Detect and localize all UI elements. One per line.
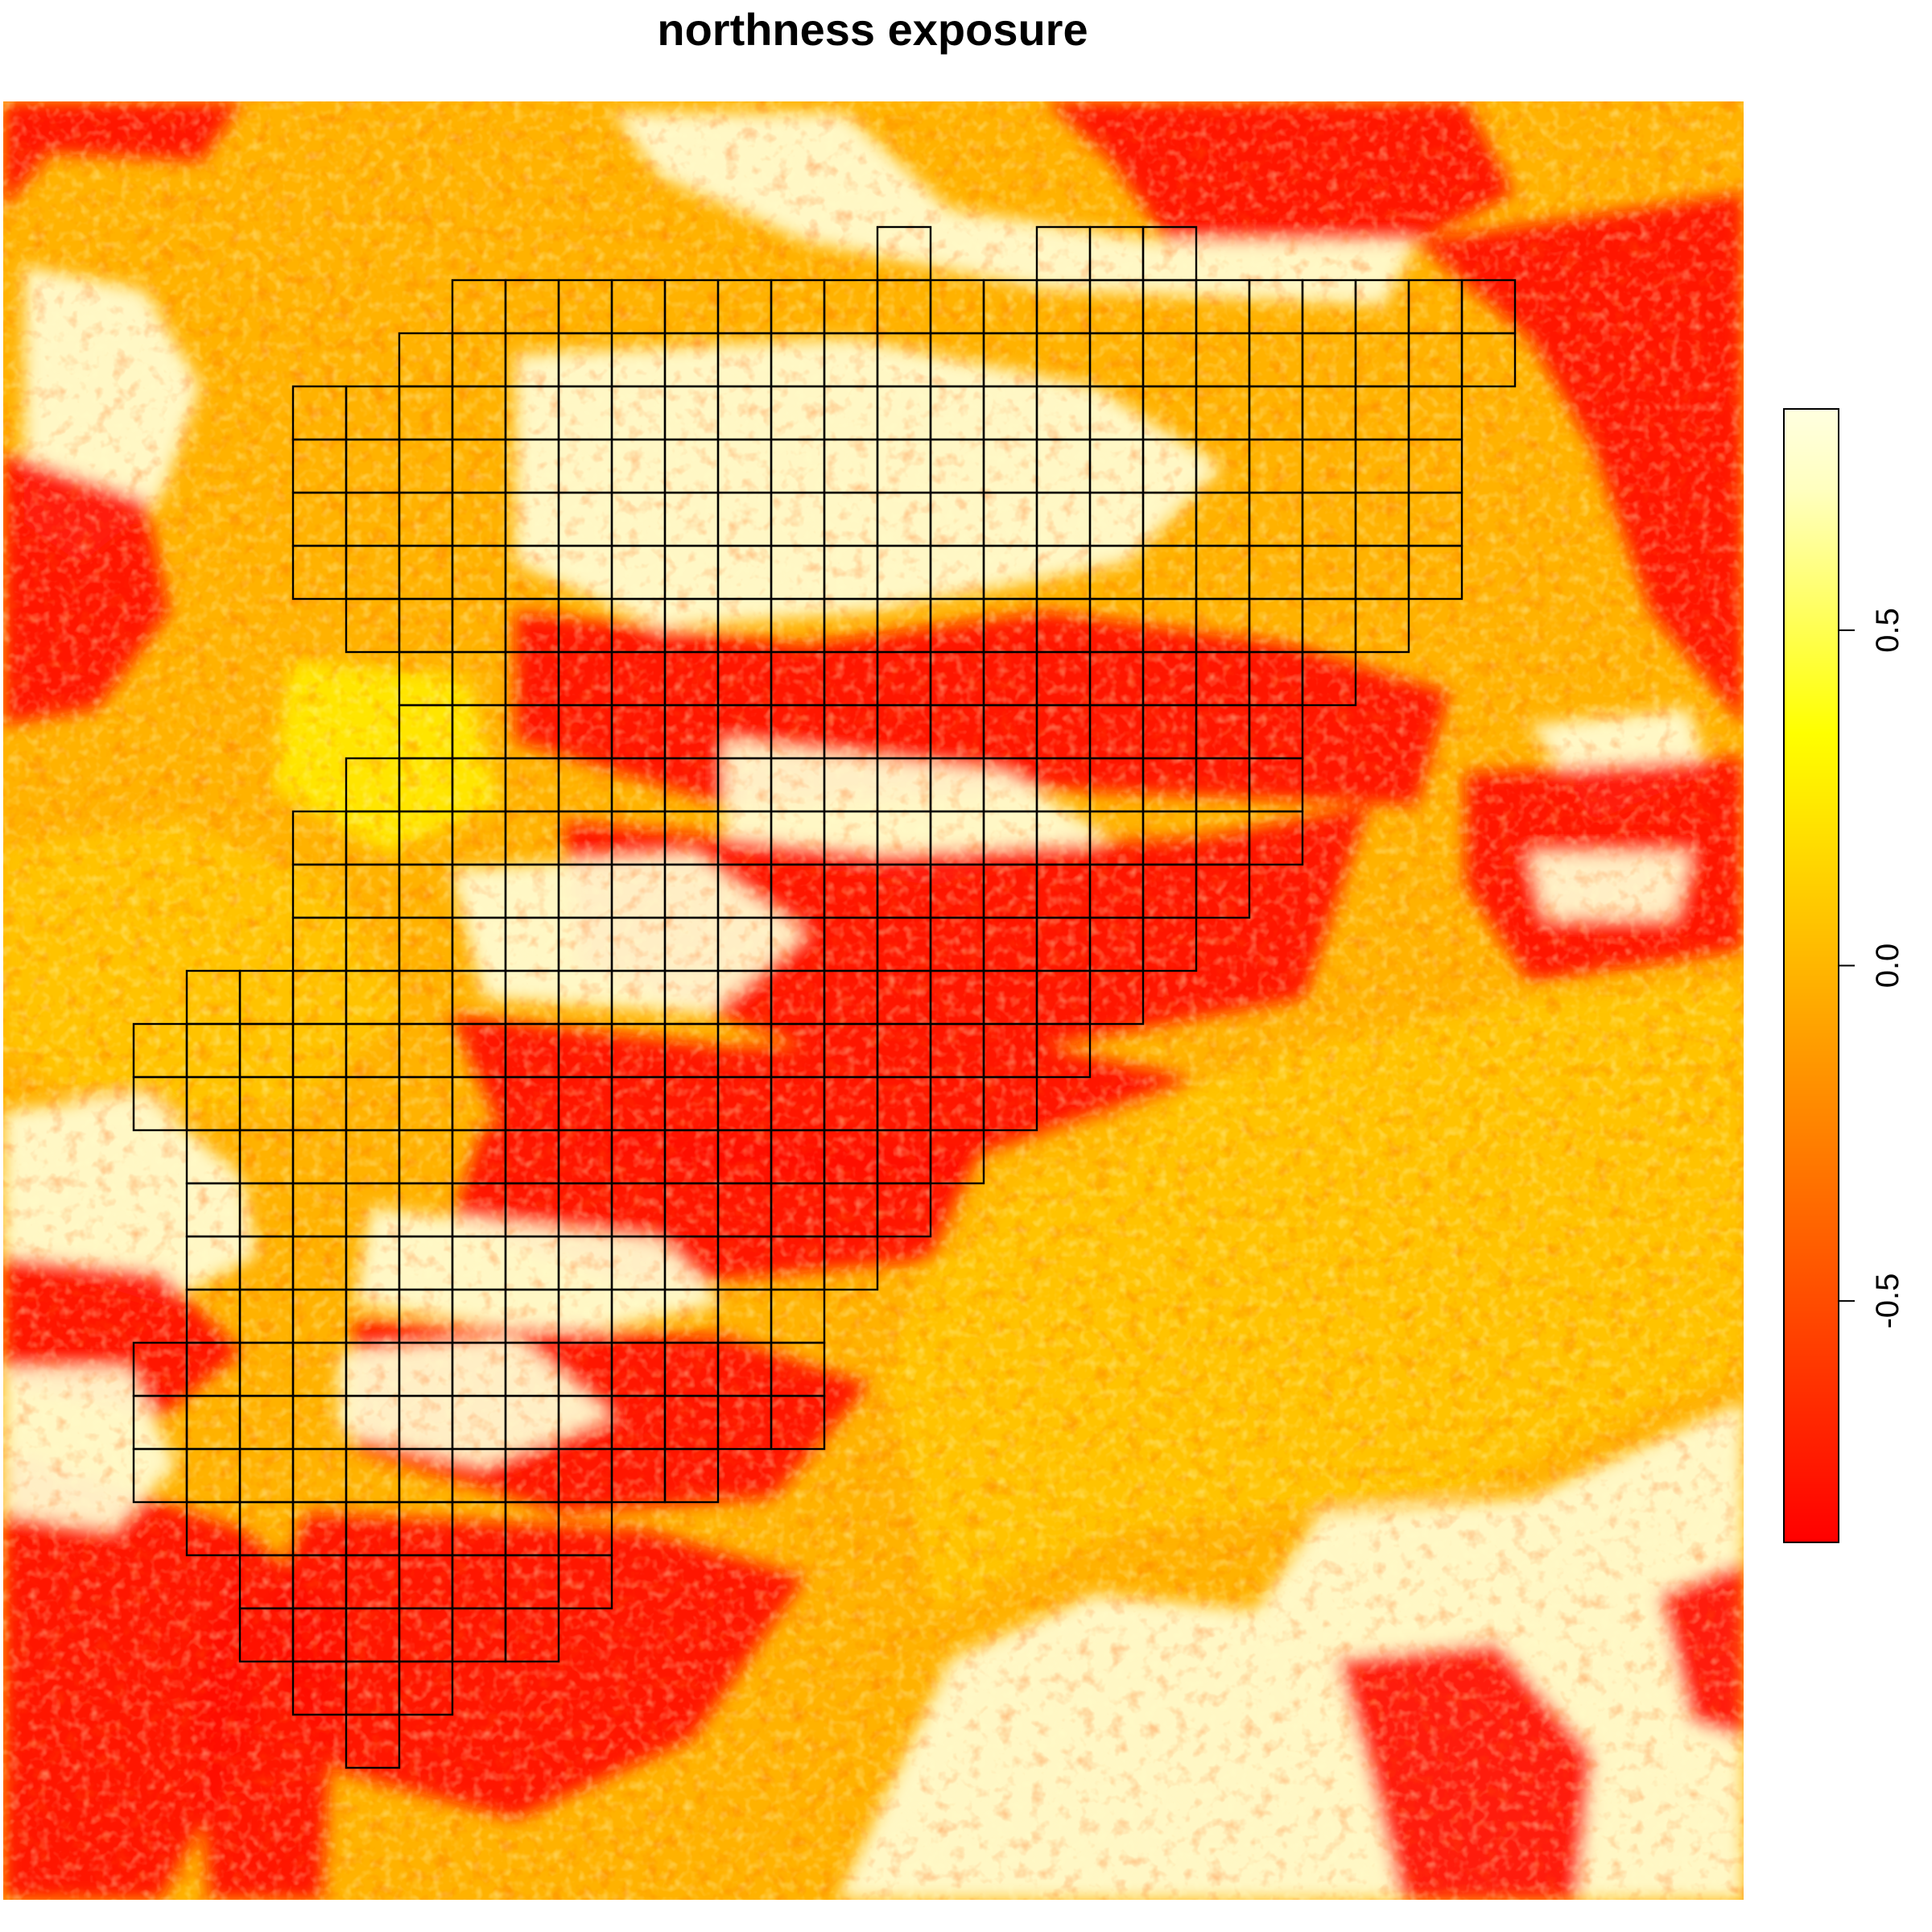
grid-cell (1088, 969, 1145, 1026)
legend: 0.5 0.0 -0.5 (1783, 408, 1905, 1543)
legend-colorbar (1783, 408, 1839, 1543)
grid-cell (770, 1394, 826, 1451)
grid-cell (982, 1075, 1038, 1132)
legend-tick-label: 0.5 (1870, 608, 1905, 653)
grid-cell (1141, 225, 1198, 282)
grid-cell (663, 1447, 720, 1504)
grid-cell (1195, 863, 1251, 919)
grid-cell (823, 1235, 879, 1291)
legend-tick-label: -0.5 (1870, 1274, 1905, 1329)
plot-title: northness exposure (657, 4, 1088, 55)
grid-cell (1248, 810, 1304, 866)
grid-cell (504, 1607, 560, 1663)
grid-cell (1301, 650, 1357, 707)
grid-cell (1407, 544, 1463, 601)
grid-cell (1460, 332, 1517, 388)
grid-cell (1141, 916, 1198, 972)
legend-tick-label: 0.0 (1870, 943, 1905, 989)
grid-cell (557, 1554, 613, 1610)
grid-cell (345, 1713, 401, 1769)
grid-cell (398, 1660, 454, 1716)
grid-cell (1035, 1022, 1092, 1079)
grid-cell (876, 225, 932, 282)
grid-cell (1354, 597, 1410, 654)
grid-cell (929, 1129, 985, 1185)
terrain-raster (3, 101, 1744, 1900)
sampling-grid (132, 225, 1517, 1769)
grid-cell (876, 1182, 932, 1238)
